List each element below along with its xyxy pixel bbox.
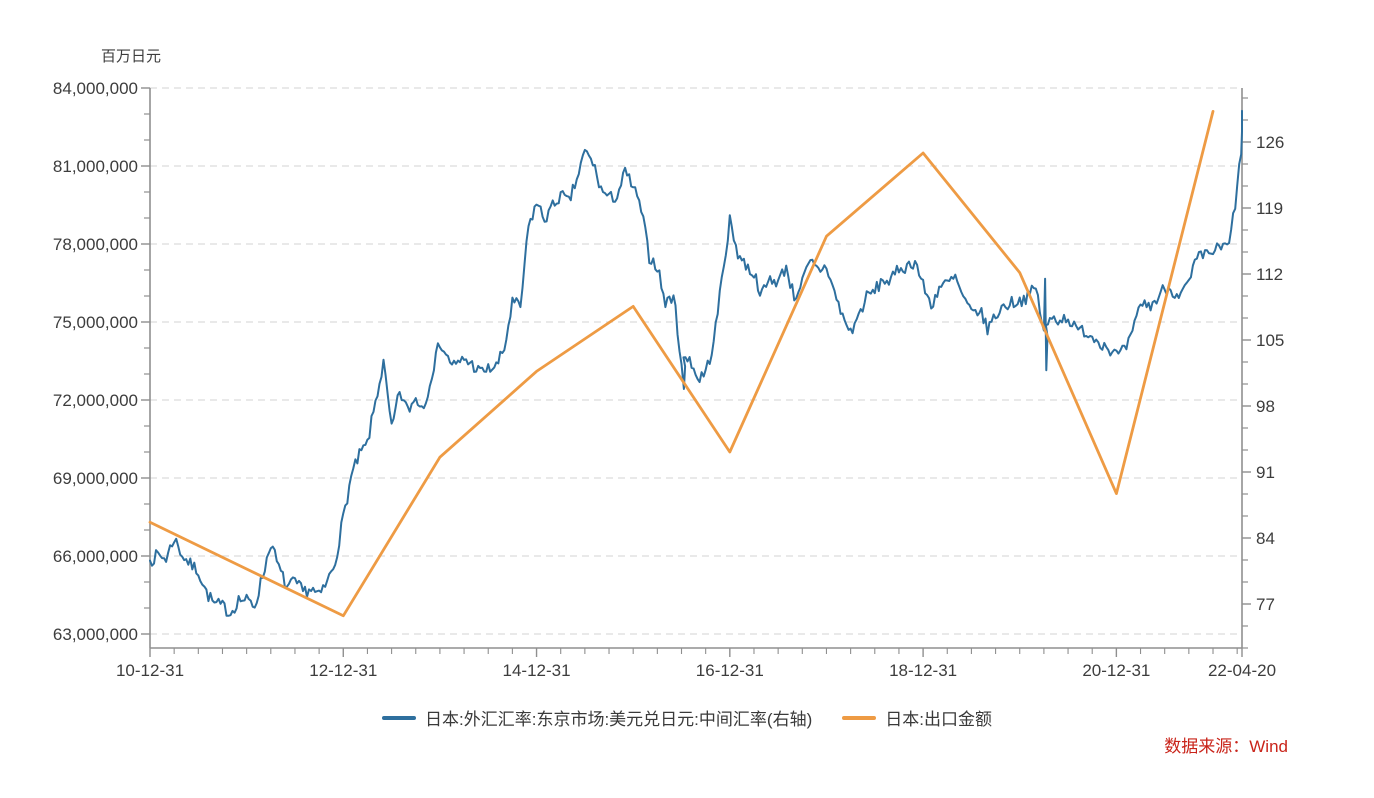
fx-rate-line-series	[149, 109, 1243, 617]
x-axis-tick-label: 14-12-31	[503, 661, 571, 680]
left-axis-title: 百万日元	[101, 48, 162, 65]
legend-item-exports: 日本:出口金额	[842, 705, 992, 730]
fx-rate-legend-label: 日本:外汇汇率:东京市场:美元兑日元:中间汇率(右轴)	[425, 710, 813, 729]
x-axis-tick-label: 22-04-20	[1208, 661, 1276, 680]
legend-item-fx-rate: 日本:外汇汇率:东京市场:美元兑日元:中间汇率(右轴)	[382, 705, 812, 730]
left-axis-tick-label: 72,000,000	[53, 391, 138, 410]
exports-legend-label: 日本:出口金额	[885, 710, 992, 729]
right-axis-tick-label: 98	[1256, 397, 1275, 416]
right-axis-tick-label: 112	[1256, 265, 1283, 284]
right-axis-tick-label: 84	[1256, 529, 1275, 548]
x-axis-tick-label: 16-12-31	[696, 661, 764, 680]
left-axis-tick-label: 81,000,000	[53, 157, 138, 176]
x-axis-tick-label: 10-12-31	[116, 661, 184, 680]
x-axis-tick-label: 18-12-31	[889, 661, 957, 680]
chart-legend: 日本:外汇汇率:东京市场:美元兑日元:中间汇率(右轴) 日本:出口金额	[0, 705, 1374, 730]
x-axis-tick-label: 12-12-31	[309, 661, 377, 680]
fx-rate-line-swatch	[382, 715, 417, 720]
right-axis-tick-label: 126	[1256, 133, 1284, 152]
x-axis-tick-label: 20-12-31	[1082, 661, 1150, 680]
exports-line-swatch	[842, 715, 877, 720]
left-axis-tick-label: 84,000,000	[53, 79, 138, 98]
left-axis-tick-label: 69,000,000	[53, 469, 138, 488]
exports-line-series	[148, 110, 1215, 618]
left-axis-tick-label: 66,000,000	[53, 547, 138, 566]
right-axis-tick-label: 119	[1256, 199, 1283, 218]
right-axis-tick-label: 105	[1256, 331, 1284, 350]
left-axis-tick-label: 78,000,000	[53, 235, 138, 254]
right-axis-tick-label: 77	[1256, 595, 1275, 614]
left-axis-tick-label: 63,000,000	[53, 625, 138, 644]
right-axis-tick-label: 91	[1256, 463, 1275, 482]
left-axis-tick-label: 75,000,000	[53, 313, 138, 332]
data-source-note: 数据来源：Wind	[1164, 737, 1288, 756]
